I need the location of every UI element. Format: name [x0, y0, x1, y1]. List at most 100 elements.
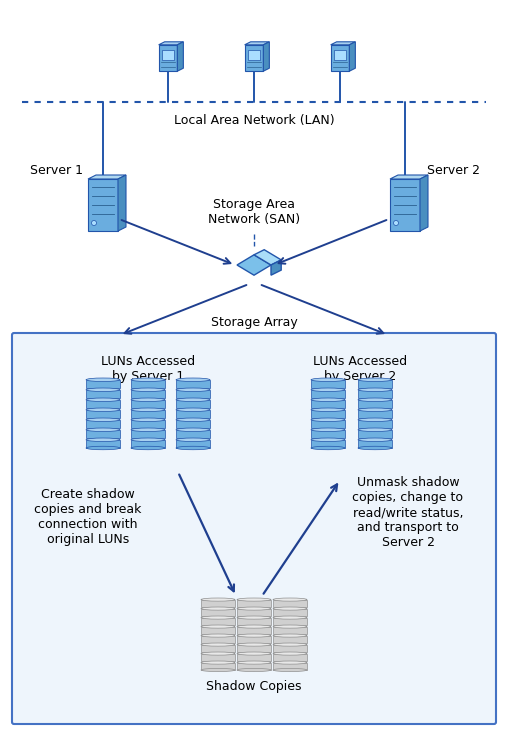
- Ellipse shape: [358, 438, 392, 441]
- Polygon shape: [237, 600, 271, 607]
- Ellipse shape: [358, 378, 392, 382]
- Text: Storage Array: Storage Array: [211, 316, 297, 329]
- Polygon shape: [176, 410, 210, 418]
- Polygon shape: [273, 653, 307, 661]
- Polygon shape: [273, 636, 307, 643]
- Polygon shape: [201, 617, 235, 625]
- Ellipse shape: [131, 408, 165, 412]
- Ellipse shape: [273, 652, 307, 655]
- Polygon shape: [131, 400, 165, 408]
- Ellipse shape: [311, 418, 345, 421]
- Polygon shape: [237, 636, 271, 643]
- Ellipse shape: [311, 398, 345, 401]
- Ellipse shape: [176, 388, 210, 391]
- Ellipse shape: [358, 428, 392, 432]
- Ellipse shape: [273, 661, 307, 664]
- Text: LUNs Accessed
by Server 2: LUNs Accessed by Server 2: [313, 355, 407, 383]
- Polygon shape: [118, 175, 126, 231]
- Polygon shape: [176, 429, 210, 438]
- Ellipse shape: [131, 378, 165, 382]
- Polygon shape: [86, 400, 120, 408]
- Polygon shape: [311, 400, 345, 408]
- Text: Storage Area
Network (SAN): Storage Area Network (SAN): [208, 198, 300, 226]
- Polygon shape: [176, 390, 210, 398]
- Text: Unmask shadow
copies, change to
read/write status,
and transport to
Server 2: Unmask shadow copies, change to read/wri…: [353, 476, 463, 549]
- Polygon shape: [273, 600, 307, 607]
- Polygon shape: [273, 663, 307, 670]
- Polygon shape: [245, 42, 269, 45]
- Ellipse shape: [358, 388, 392, 391]
- Ellipse shape: [86, 446, 120, 450]
- Circle shape: [394, 220, 398, 225]
- Ellipse shape: [237, 661, 271, 664]
- Polygon shape: [163, 51, 174, 59]
- Polygon shape: [176, 420, 210, 428]
- Polygon shape: [350, 42, 356, 71]
- Polygon shape: [237, 653, 271, 661]
- Polygon shape: [273, 627, 307, 634]
- Polygon shape: [245, 45, 263, 71]
- Polygon shape: [311, 390, 345, 398]
- Polygon shape: [311, 440, 345, 448]
- Polygon shape: [176, 379, 210, 388]
- Ellipse shape: [237, 643, 271, 646]
- Ellipse shape: [311, 438, 345, 441]
- Polygon shape: [334, 51, 345, 59]
- Ellipse shape: [237, 634, 271, 637]
- Ellipse shape: [358, 418, 392, 421]
- Polygon shape: [88, 175, 126, 179]
- Ellipse shape: [201, 669, 235, 672]
- Polygon shape: [237, 255, 271, 275]
- Text: LUNs Accessed
by Server 1: LUNs Accessed by Server 1: [101, 355, 195, 383]
- Ellipse shape: [273, 616, 307, 619]
- Text: Server 1: Server 1: [30, 164, 83, 176]
- Ellipse shape: [273, 634, 307, 637]
- Text: Shadow Copies: Shadow Copies: [206, 680, 302, 693]
- Polygon shape: [358, 420, 392, 428]
- Polygon shape: [131, 390, 165, 398]
- Polygon shape: [273, 617, 307, 625]
- Ellipse shape: [176, 398, 210, 401]
- Ellipse shape: [86, 418, 120, 421]
- Ellipse shape: [86, 408, 120, 412]
- Ellipse shape: [131, 418, 165, 421]
- Ellipse shape: [201, 652, 235, 655]
- Polygon shape: [201, 636, 235, 643]
- Polygon shape: [201, 608, 235, 616]
- Polygon shape: [237, 617, 271, 625]
- Polygon shape: [158, 45, 177, 71]
- Ellipse shape: [176, 378, 210, 382]
- Ellipse shape: [273, 598, 307, 601]
- Ellipse shape: [131, 388, 165, 391]
- Ellipse shape: [176, 438, 210, 441]
- Polygon shape: [271, 260, 281, 275]
- Polygon shape: [86, 379, 120, 388]
- Ellipse shape: [311, 388, 345, 391]
- Ellipse shape: [273, 669, 307, 672]
- Ellipse shape: [273, 643, 307, 646]
- Ellipse shape: [311, 428, 345, 432]
- Polygon shape: [358, 429, 392, 438]
- Ellipse shape: [273, 625, 307, 628]
- Ellipse shape: [201, 634, 235, 637]
- Ellipse shape: [176, 408, 210, 412]
- Polygon shape: [86, 410, 120, 418]
- Polygon shape: [311, 420, 345, 428]
- Ellipse shape: [176, 446, 210, 450]
- Polygon shape: [273, 644, 307, 652]
- Polygon shape: [131, 440, 165, 448]
- Polygon shape: [176, 400, 210, 408]
- Ellipse shape: [201, 661, 235, 664]
- Ellipse shape: [201, 616, 235, 619]
- Polygon shape: [358, 390, 392, 398]
- Polygon shape: [177, 42, 183, 71]
- Ellipse shape: [86, 388, 120, 391]
- Polygon shape: [420, 175, 428, 231]
- Ellipse shape: [131, 446, 165, 450]
- Ellipse shape: [237, 669, 271, 672]
- Polygon shape: [201, 644, 235, 652]
- Polygon shape: [248, 51, 260, 59]
- Polygon shape: [358, 379, 392, 388]
- Polygon shape: [311, 429, 345, 438]
- Text: Local Area Network (LAN): Local Area Network (LAN): [174, 114, 334, 127]
